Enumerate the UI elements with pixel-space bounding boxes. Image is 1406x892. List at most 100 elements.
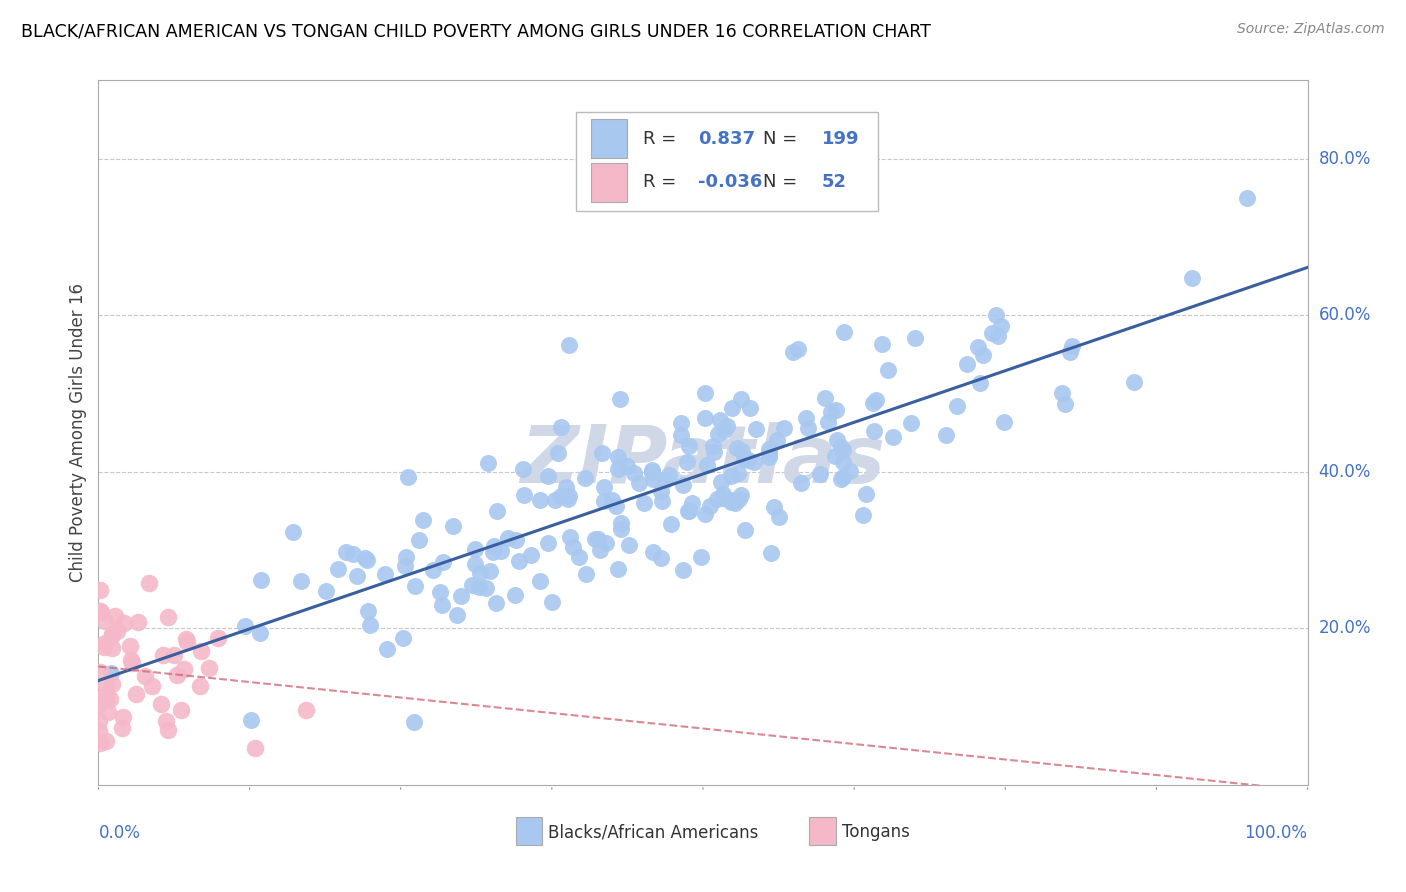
Point (574, 471, 596, 485)
Point (1054, 397, 1077, 411)
Point (155, 714, 177, 728)
Point (558, 338, 581, 352)
Point (93, 636, 115, 650)
Point (832, 443, 855, 458)
Point (900, 417, 922, 431)
Point (610, 516, 633, 530)
Point (97, 705, 120, 719)
Point (346, 569, 368, 583)
Point (89, 604, 111, 618)
Point (734, 523, 756, 537)
Point (727, 467, 749, 481)
Point (669, 427, 692, 442)
Point (485, 596, 508, 610)
Point (695, 411, 717, 425)
Point (724, 496, 747, 510)
Point (233, 619, 256, 633)
Point (758, 442, 780, 457)
Point (766, 434, 789, 448)
Point (89, 714, 111, 728)
Point (176, 635, 198, 649)
Point (1123, 375, 1146, 389)
Point (243, 740, 266, 755)
Point (966, 340, 988, 354)
Point (529, 574, 551, 588)
Point (335, 545, 357, 559)
Point (450, 589, 472, 603)
Point (482, 545, 505, 559)
Point (1236, 191, 1258, 205)
Point (496, 531, 519, 545)
Point (541, 595, 564, 609)
Point (198, 660, 221, 674)
Point (152, 648, 174, 662)
Point (733, 452, 755, 467)
Point (174, 632, 197, 647)
Point (326, 562, 349, 576)
Point (742, 455, 765, 469)
Point (89, 735, 111, 749)
Y-axis label: Child Poverty Among Girls Under 16: Child Poverty Among Girls Under 16 (69, 283, 87, 582)
Point (641, 465, 664, 479)
Point (503, 588, 526, 602)
Point (740, 401, 762, 416)
Point (832, 454, 855, 468)
Point (562, 541, 585, 555)
Point (575, 567, 598, 582)
Point (250, 573, 273, 587)
Text: 60.0%: 60.0% (1319, 306, 1371, 324)
Point (671, 563, 693, 577)
Point (430, 599, 453, 613)
Point (709, 413, 731, 427)
Point (98, 691, 121, 706)
Point (474, 581, 496, 595)
Point (987, 328, 1010, 343)
Point (173, 662, 195, 676)
Text: ZIPatlas: ZIPatlas (520, 422, 886, 500)
Point (93, 640, 115, 654)
Point (394, 558, 416, 573)
Point (830, 472, 852, 486)
Point (734, 450, 756, 465)
Point (678, 504, 700, 518)
Point (446, 607, 468, 622)
Text: Source: ZipAtlas.com: Source: ZipAtlas.com (1237, 22, 1385, 37)
Point (706, 426, 728, 441)
Point (627, 475, 650, 490)
Text: N =: N = (763, 173, 803, 192)
Point (972, 348, 994, 362)
Point (547, 446, 569, 460)
Point (508, 554, 530, 568)
Point (491, 544, 513, 558)
Text: -0.036: -0.036 (699, 173, 762, 192)
Point (583, 533, 606, 547)
Point (512, 462, 534, 476)
Point (820, 405, 842, 419)
Point (814, 392, 837, 406)
Point (607, 562, 630, 576)
Point (478, 564, 501, 578)
Point (650, 550, 672, 565)
Point (808, 467, 831, 482)
Point (689, 550, 711, 565)
Point (675, 455, 697, 469)
Point (725, 441, 748, 455)
Point (568, 549, 591, 564)
Point (134, 669, 156, 683)
Point (461, 578, 484, 592)
Point (486, 504, 509, 518)
Point (1060, 339, 1083, 353)
Point (101, 640, 124, 655)
Text: 100.0%: 100.0% (1244, 824, 1308, 842)
Point (249, 626, 271, 640)
Bar (591, 163, 627, 202)
Point (404, 579, 426, 593)
Point (759, 546, 782, 560)
Point (669, 416, 692, 430)
Point (188, 680, 211, 694)
Point (693, 386, 716, 401)
Point (96, 679, 118, 693)
Point (678, 439, 700, 453)
Point (558, 530, 581, 544)
Point (731, 443, 754, 458)
